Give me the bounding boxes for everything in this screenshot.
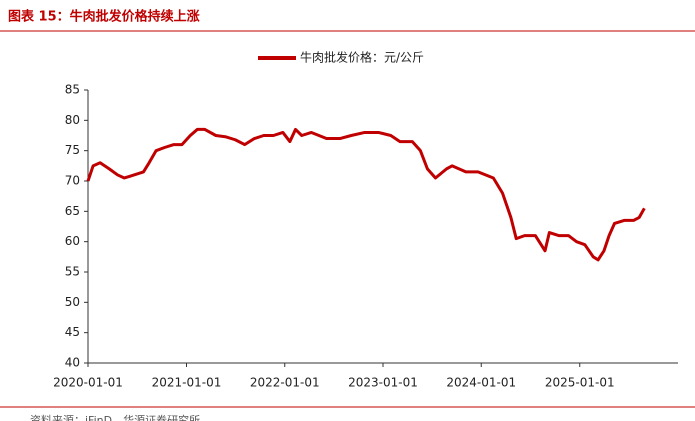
y-tick-label: 40: [65, 356, 80, 370]
x-tick-label: 2022-01-01: [250, 376, 320, 390]
x-tick-label: 2020-01-01: [53, 376, 123, 390]
y-tick-label: 75: [65, 143, 80, 157]
line-series: [86, 127, 646, 262]
y-tick-label: 55: [65, 265, 80, 279]
x-tick-label: 2023-01-01: [348, 376, 418, 390]
legend-label: 牛肉批发价格：元/公斤: [300, 50, 424, 65]
y-tick-label: 50: [65, 295, 80, 309]
y-tick-label: 60: [65, 234, 80, 248]
y-tick-label: 45: [65, 325, 80, 339]
source: 资料来源：iFinD，华源证券研究所: [30, 413, 200, 421]
y-tick-label: 65: [65, 204, 80, 218]
y-tick-label: 80: [65, 113, 80, 127]
y-tick-label: 70: [65, 174, 80, 188]
x-tick-label: 2021-01-01: [152, 376, 222, 390]
x-tick-label: 2025-01-01: [545, 376, 615, 390]
y-tick-label: 85: [65, 83, 80, 97]
chart-title: 图表 15：牛肉批发价格持续上涨: [8, 9, 200, 25]
x-tick-label: 2024-01-01: [446, 376, 516, 390]
